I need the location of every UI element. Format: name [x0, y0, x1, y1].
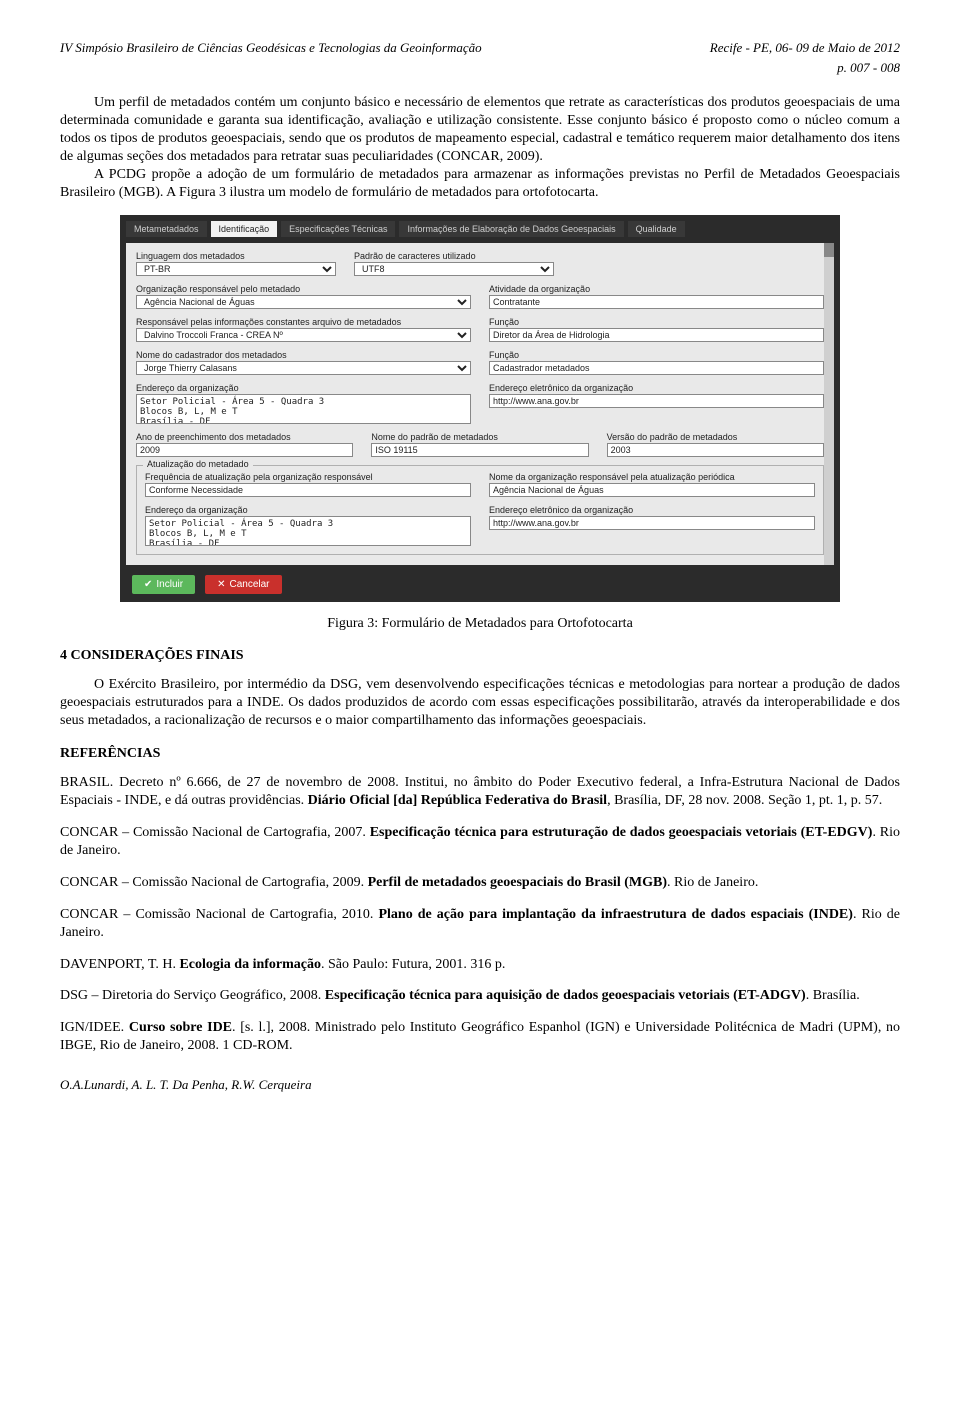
- ref-2-b: Especificação técnica para estruturação …: [370, 825, 873, 840]
- input-ativ-org[interactable]: [489, 295, 824, 309]
- incluir-button[interactable]: ✔ Incluir: [132, 575, 195, 594]
- ref-6-b: Especificação técnica para aquisição de …: [325, 988, 806, 1003]
- form-scrollbar[interactable]: [824, 243, 834, 565]
- cancelar-button[interactable]: ✕ Cancelar: [205, 575, 281, 594]
- label-ano: Ano de preenchimento dos metadados: [136, 432, 353, 442]
- ref-1-b: Diário Oficial [da] República Federativa…: [308, 793, 607, 808]
- input-nome-org-per[interactable]: [489, 483, 815, 497]
- tab-metametadados[interactable]: Metametadados: [126, 221, 207, 237]
- ref-1-c: , Brasília, DF, 28 nov. 2008. Seção 1, p…: [607, 793, 882, 808]
- header-right: Recife - PE, 06- 09 de Maio de 2012: [710, 40, 900, 56]
- ref-3-a: CONCAR – Comissão Nacional de Cartografi…: [60, 875, 368, 890]
- ref-4-b: Plano de ação para implantação da infrae…: [378, 907, 852, 922]
- label-end-org2: Endereço da organização: [145, 505, 471, 515]
- figure-caption: Figura 3: Formulário de Metadados para O…: [60, 616, 900, 632]
- ref-4-a: CONCAR – Comissão Nacional de Cartografi…: [60, 907, 378, 922]
- label-funcao-1: Função: [489, 317, 824, 327]
- ref-3-b: Perfil de metadados geoespaciais do Bras…: [368, 875, 667, 890]
- select-resp-info[interactable]: Dalvino Troccoli Franca - CREA Nº: [136, 328, 471, 342]
- label-freq: Frequência de atualização pela organizaç…: [145, 472, 471, 482]
- ref-5-a: DAVENPORT, T. H.: [60, 957, 179, 972]
- ref-1: BRASIL. Decreto nº 6.666, de 27 de novem…: [60, 774, 900, 810]
- ref-6-a: DSG – Diretoria do Serviço Geográfico, 2…: [60, 988, 325, 1003]
- ref-3-c: . Rio de Janeiro.: [667, 875, 758, 890]
- ref-2: CONCAR – Comissão Nacional de Cartografi…: [60, 824, 900, 860]
- tab-especificacoes[interactable]: Especificações Técnicas: [281, 221, 395, 237]
- input-end-elet2[interactable]: [489, 516, 815, 530]
- group-label: Atualização do metadado: [143, 459, 253, 469]
- input-funcao-1[interactable]: [489, 328, 824, 342]
- label-resp-info: Responsável pelas informações constantes…: [136, 317, 471, 327]
- textarea-end-org[interactable]: [136, 394, 471, 424]
- ref-6: DSG – Diretoria do Serviço Geográfico, 2…: [60, 987, 900, 1005]
- select-org-resp[interactable]: Agência Nacional de Águas: [136, 295, 471, 309]
- label-end-elet: Endereço eletrônico da organização: [489, 383, 824, 393]
- ref-5-c: . São Paulo: Futura, 2001. 316 p.: [321, 957, 505, 972]
- tab-elaboracao[interactable]: Informações de Elaboração de Dados Geoes…: [399, 221, 623, 237]
- input-nome-padrao[interactable]: [371, 443, 588, 457]
- label-funcao-2: Função: [489, 350, 824, 360]
- ref-7-b: Curso sobre IDE: [129, 1020, 232, 1035]
- references-title: REFERÊNCIAS: [60, 746, 900, 762]
- tab-qualidade[interactable]: Qualidade: [628, 221, 685, 237]
- input-end-elet[interactable]: [489, 394, 824, 408]
- header-left: IV Simpósio Brasileiro de Ciências Geodé…: [60, 40, 482, 56]
- paragraph-1: Um perfil de metadados contém um conjunt…: [60, 94, 900, 166]
- ref-5-b: Ecologia da informação: [179, 957, 321, 972]
- ref-2-a: CONCAR – Comissão Nacional de Cartografi…: [60, 825, 370, 840]
- input-versao-padrao[interactable]: [607, 443, 824, 457]
- label-nome-padrao: Nome do padrão de metadados: [371, 432, 588, 442]
- label-nome-cad: Nome do cadastrador dos metadados: [136, 350, 471, 360]
- ref-7-a: IGN/IDEE.: [60, 1020, 129, 1035]
- incluir-label: Incluir: [156, 579, 183, 590]
- label-ativ-org: Atividade da organização: [489, 284, 824, 294]
- input-funcao-2[interactable]: [489, 361, 824, 375]
- label-linguagem: Linguagem dos metadados: [136, 251, 336, 261]
- cancelar-label: Cancelar: [229, 579, 269, 590]
- select-linguagem[interactable]: PT-BR: [136, 262, 336, 276]
- paragraph-2: A PCDG propõe a adoção de um formulário …: [60, 166, 900, 202]
- label-end-org: Endereço da organização: [136, 383, 471, 393]
- label-org-resp: Organização responsável pelo metadado: [136, 284, 471, 294]
- ref-7: IGN/IDEE. Curso sobre IDE. [s. l.], 2008…: [60, 1019, 900, 1055]
- close-icon: ✕: [217, 579, 225, 590]
- textarea-end-org2[interactable]: [145, 516, 471, 546]
- section-considerations-title: 4 CONSIDERAÇÕES FINAIS: [60, 648, 900, 664]
- ref-6-c: . Brasília.: [806, 988, 860, 1003]
- ref-5: DAVENPORT, T. H. Ecologia da informação.…: [60, 956, 900, 974]
- ref-3: CONCAR – Comissão Nacional de Cartografi…: [60, 874, 900, 892]
- label-padrao-char: Padrão de caracteres utilizado: [354, 251, 554, 261]
- label-versao-padrao: Versão do padrão de metadados: [607, 432, 824, 442]
- label-nome-org-per: Nome da organização responsável pela atu…: [489, 472, 815, 482]
- label-end-elet2: Endereço eletrônico da organização: [489, 505, 815, 515]
- select-padrao-char[interactable]: UTF8: [354, 262, 554, 276]
- page-subheader: p. 007 - 008: [60, 60, 900, 76]
- group-atualizacao: Atualização do metadado Frequência de at…: [136, 465, 824, 555]
- input-ano[interactable]: [136, 443, 353, 457]
- select-nome-cad[interactable]: Jorge Thierry Calasans: [136, 361, 471, 375]
- page-footer: O.A.Lunardi, A. L. T. Da Penha, R.W. Cer…: [60, 1077, 900, 1093]
- ref-4: CONCAR – Comissão Nacional de Cartografi…: [60, 906, 900, 942]
- page-header: IV Simpósio Brasileiro de Ciências Geodé…: [60, 40, 900, 56]
- input-freq[interactable]: [145, 483, 471, 497]
- figure-form: Metametadados Identificação Especificaçõ…: [60, 215, 900, 602]
- tab-identificacao[interactable]: Identificação: [211, 221, 278, 237]
- form-tabs: Metametadados Identificação Especificaçõ…: [126, 221, 840, 237]
- paragraph-considerations: O Exército Brasileiro, por intermédio da…: [60, 676, 900, 730]
- check-icon: ✔: [144, 579, 152, 590]
